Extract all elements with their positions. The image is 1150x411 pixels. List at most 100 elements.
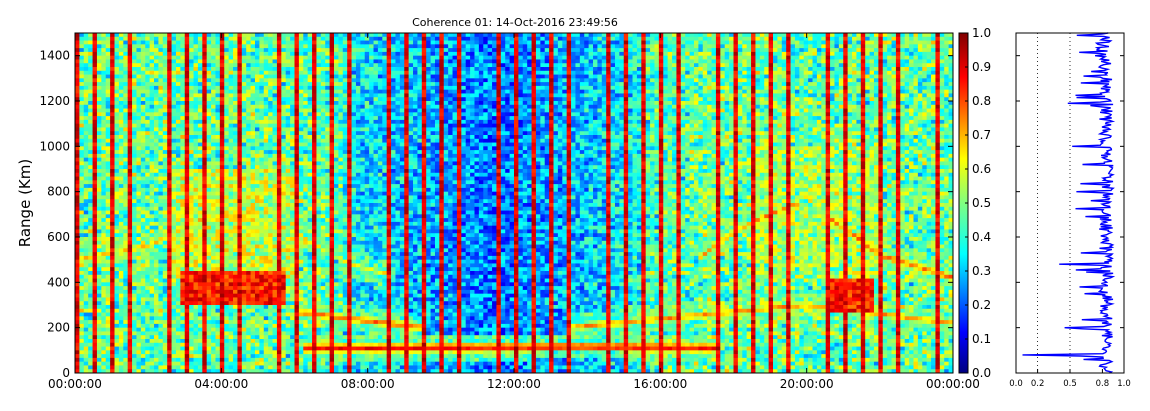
heatmap-cell: [277, 139, 282, 143]
heatmap-cell: [88, 267, 93, 271]
heatmap-cell: [128, 214, 133, 218]
heatmap-cell: [150, 214, 155, 218]
heatmap-cell: [251, 248, 256, 252]
heatmap-cell: [277, 109, 282, 113]
heatmap-cell: [84, 362, 89, 366]
heatmap-cell: [215, 354, 220, 358]
heatmap-cell: [119, 347, 124, 351]
heatmap-cell: [158, 211, 163, 215]
heatmap-cell: [220, 339, 225, 343]
heatmap-cell: [198, 350, 203, 354]
heatmap-cell: [93, 93, 98, 97]
heatmap-cell: [316, 44, 321, 48]
heatmap-cell: [277, 165, 282, 169]
heatmap-cell: [308, 214, 313, 218]
heatmap-cell: [264, 184, 269, 188]
heatmap-cell: [198, 260, 203, 264]
heatmap-cell: [172, 161, 177, 165]
heatmap-cell: [207, 101, 212, 105]
heatmap-cell: [290, 218, 295, 222]
heatmap-cell: [110, 294, 115, 298]
heatmap-cell: [97, 37, 102, 41]
heatmap-cell: [211, 109, 216, 113]
heatmap-cell: [316, 143, 321, 147]
heatmap-cell: [202, 93, 207, 97]
heatmap-cell: [163, 199, 168, 203]
heatmap-cell: [88, 222, 93, 226]
heatmap-cell: [211, 173, 216, 177]
heatmap-cell: [264, 52, 269, 56]
heatmap-cell: [259, 324, 264, 328]
heatmap-cell: [163, 320, 168, 324]
heatmap-cell: [106, 109, 111, 113]
heatmap-cell: [207, 44, 212, 48]
heatmap-cell: [88, 237, 93, 241]
heatmap-cell: [88, 78, 93, 82]
heatmap-cell: [299, 63, 304, 67]
heatmap-cell: [281, 207, 286, 211]
heatmap-cell: [180, 150, 185, 154]
heatmap-cell: [167, 313, 172, 317]
heatmap-cell: [251, 41, 256, 45]
heatmap-cell: [312, 328, 317, 332]
heatmap-cell: [123, 252, 128, 256]
heatmap-cell: [115, 203, 120, 207]
heatmap-cell: [259, 105, 264, 109]
heatmap-cell: [115, 362, 120, 366]
heatmap-cell: [194, 161, 199, 165]
heatmap-cell: [211, 275, 216, 279]
heatmap-cell: [84, 218, 89, 222]
heatmap-cell: [141, 59, 146, 63]
heatmap-cell: [233, 297, 238, 301]
heatmap-cell: [93, 109, 98, 113]
heatmap-cell: [246, 116, 251, 120]
heatmap-cell: [189, 365, 194, 369]
heatmap-cell: [246, 328, 251, 332]
heatmap-cell: [128, 271, 133, 275]
heatmap-cell: [194, 203, 199, 207]
heatmap-cell: [237, 112, 242, 116]
heatmap-cell: [163, 90, 168, 94]
heatmap-cell: [115, 211, 120, 215]
heatmap-cell: [84, 184, 89, 188]
heatmap-cell: [97, 52, 102, 56]
heatmap-cell: [163, 229, 168, 233]
heatmap-cell: [303, 222, 308, 226]
heatmap-cell: [79, 195, 84, 199]
heatmap-cell: [220, 48, 225, 52]
heatmap-cell: [273, 343, 278, 347]
heatmap-cell: [79, 78, 84, 82]
heatmap-cell: [255, 56, 260, 60]
heatmap-cell: [115, 241, 120, 245]
heatmap-cell: [106, 290, 111, 294]
heatmap-cell: [158, 52, 163, 56]
heatmap-cell: [167, 82, 172, 86]
heatmap-cell: [180, 282, 185, 286]
heatmap-cell: [88, 135, 93, 139]
heatmap-cell: [97, 320, 102, 324]
heatmap-cell: [93, 354, 98, 358]
heatmap-cell: [110, 309, 115, 313]
heatmap-cell: [233, 192, 238, 196]
heatmap-cell: [295, 214, 300, 218]
heatmap-cell: [264, 214, 269, 218]
heatmap-cell: [128, 154, 133, 158]
heatmap-cell: [79, 33, 84, 37]
heatmap-cell: [259, 52, 264, 56]
heatmap-cell: [233, 37, 238, 41]
heatmap-cell: [172, 286, 177, 290]
heatmap-cell: [281, 245, 286, 249]
heatmap-cell: [215, 343, 220, 347]
heatmap-cell: [246, 97, 251, 101]
heatmap-cell: [79, 207, 84, 211]
heatmap-cell: [194, 109, 199, 113]
heatmap-cell: [259, 248, 264, 252]
heatmap-cell: [123, 44, 128, 48]
heatmap-cell: [246, 59, 251, 63]
heatmap-cell: [106, 158, 111, 162]
heatmap-cell: [194, 180, 199, 184]
heatmap-cell: [93, 82, 98, 86]
heatmap-cell: [145, 180, 150, 184]
heatmap-cell: [101, 233, 106, 237]
heatmap-cell: [194, 241, 199, 245]
